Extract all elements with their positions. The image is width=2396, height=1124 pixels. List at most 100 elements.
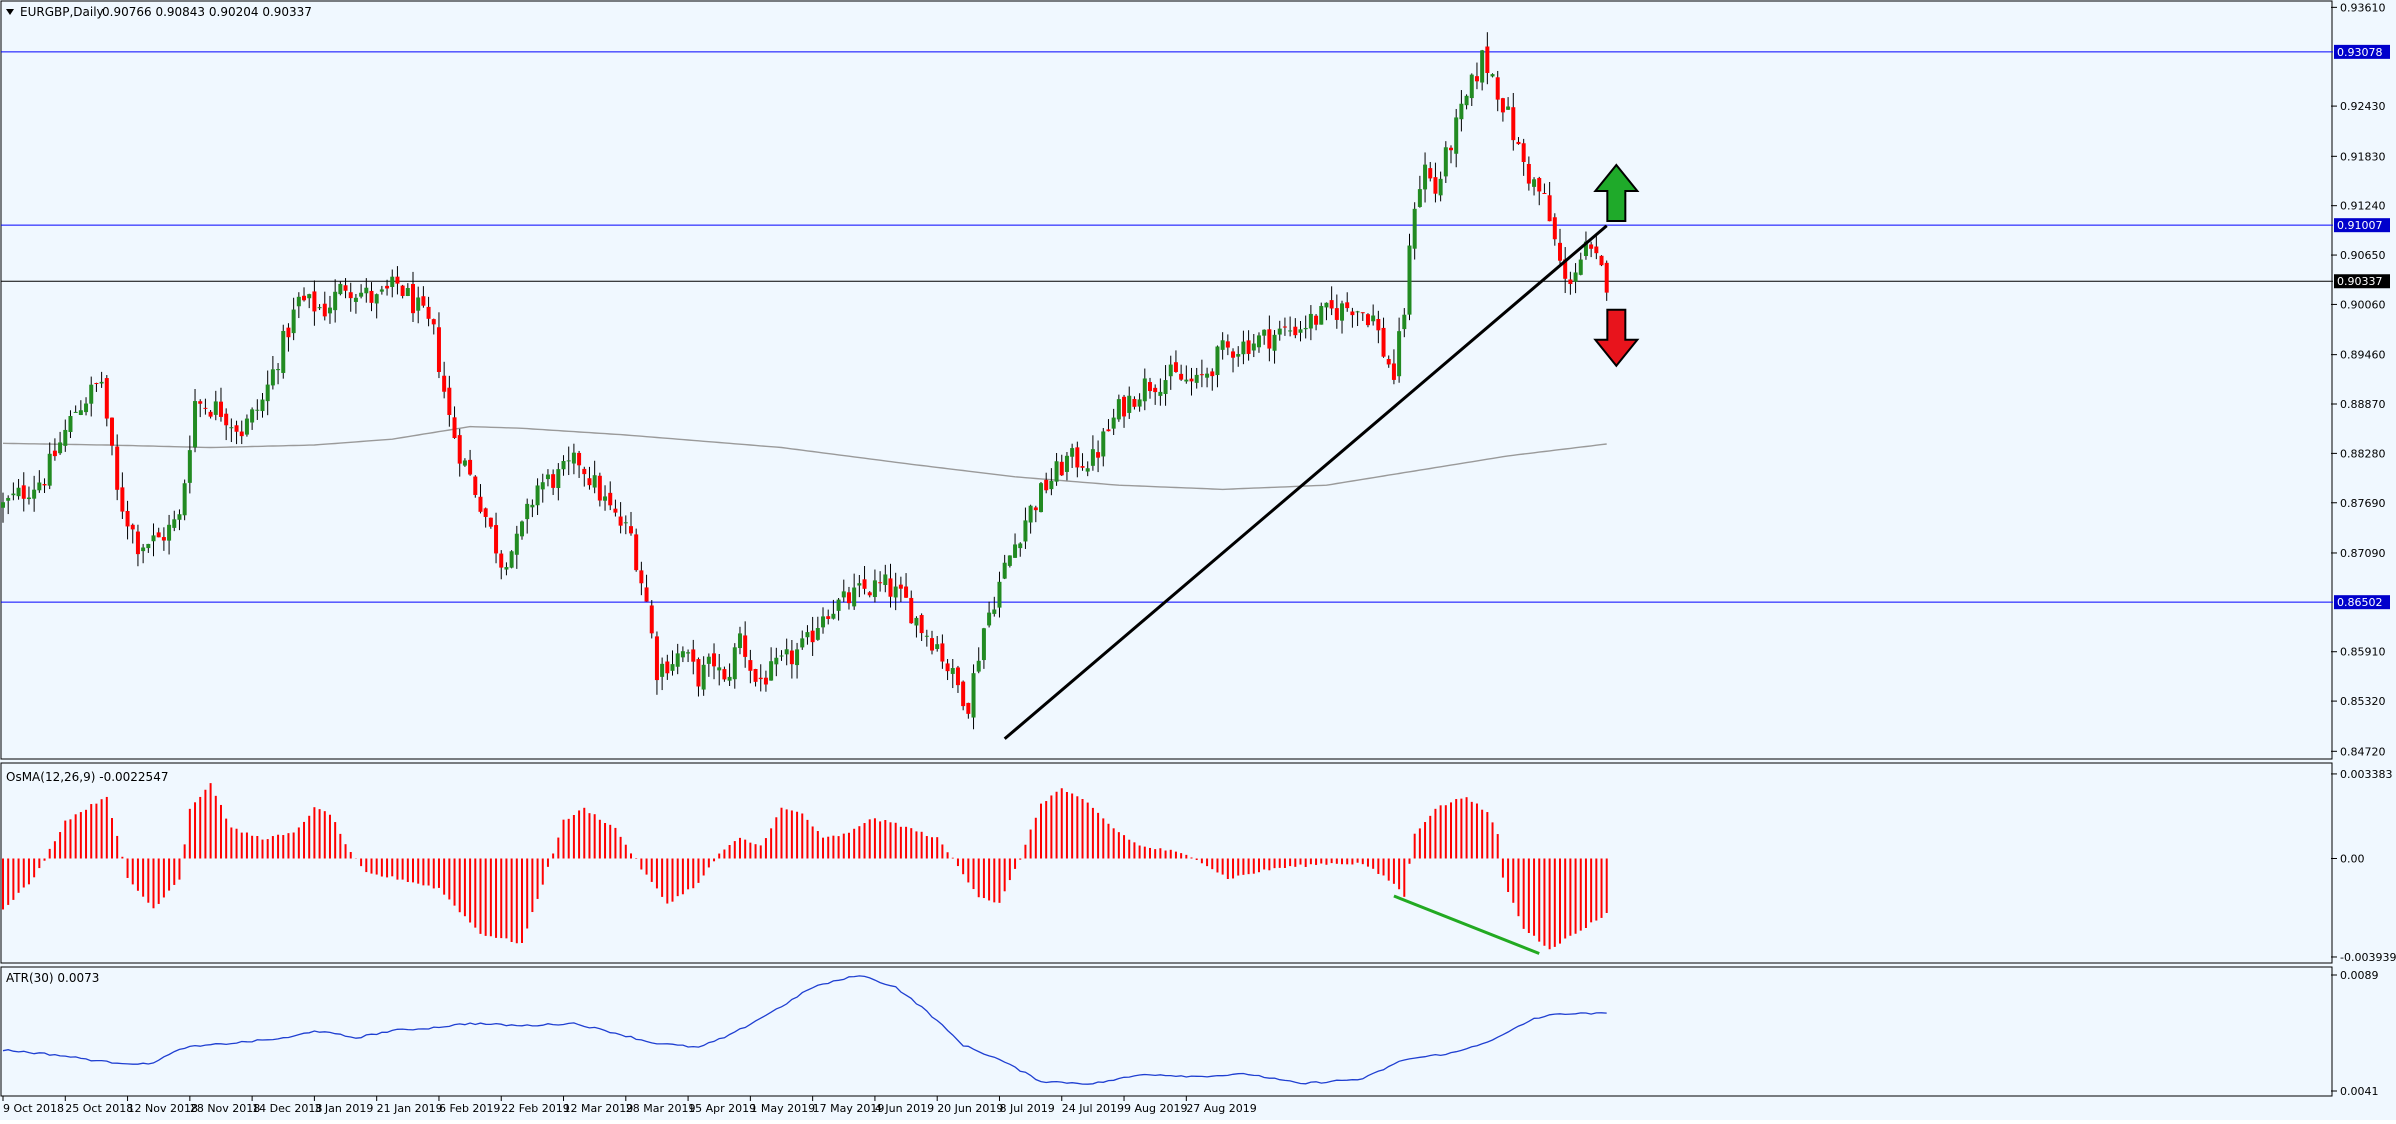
candle	[1558, 228, 1562, 265]
candle	[1267, 315, 1272, 362]
candle	[400, 284, 405, 299]
candle	[431, 318, 436, 335]
candle-body	[961, 681, 966, 707]
candle	[836, 597, 841, 621]
candles	[1, 32, 1609, 730]
candle-body	[592, 475, 597, 488]
candle-body	[281, 330, 286, 373]
candle-body	[1340, 303, 1345, 321]
candle-body	[857, 583, 862, 586]
candle-body	[514, 533, 519, 555]
candle	[1205, 367, 1210, 388]
candle-body	[1288, 330, 1293, 332]
candle-body	[634, 534, 639, 571]
candle	[904, 573, 909, 598]
candle-body	[21, 485, 26, 499]
candle-body	[530, 504, 535, 508]
osma-tick-label: -0.003939	[2340, 951, 2396, 964]
candle-body	[1589, 244, 1594, 249]
candle-body	[1391, 363, 1396, 380]
candle	[966, 702, 971, 719]
time-tick-label: 9 Aug 2019	[1124, 1102, 1187, 1115]
candle-body	[1428, 168, 1433, 179]
candle	[1474, 62, 1479, 90]
candle-body	[1246, 340, 1251, 354]
candle	[286, 323, 291, 352]
candle	[385, 279, 390, 296]
candle	[374, 293, 379, 319]
candle-body	[1179, 373, 1184, 380]
candle-body	[1028, 505, 1033, 523]
candle-body	[1210, 371, 1215, 377]
candle	[1433, 162, 1438, 203]
menu-triangle-icon[interactable]	[6, 9, 14, 15]
candle	[1241, 330, 1246, 365]
candle	[950, 658, 955, 689]
candle-body	[1407, 245, 1412, 315]
candle-body	[930, 638, 935, 651]
candle-body	[421, 296, 426, 306]
candle	[571, 443, 576, 475]
candle-body	[904, 586, 909, 598]
candle	[821, 607, 826, 634]
candle	[1407, 233, 1412, 321]
candle	[800, 630, 805, 650]
osma-tick-label: 0.00	[2340, 853, 2365, 866]
candle-body	[327, 307, 332, 314]
candle	[504, 562, 509, 576]
candle-body	[525, 503, 530, 520]
candle	[743, 621, 748, 668]
candle	[582, 466, 587, 487]
candle	[11, 482, 16, 501]
candle-body	[213, 401, 218, 415]
price-panel[interactable]: EURGBP,Daily 0.90766 0.90843 0.90204 0.9…	[0, 0, 2333, 760]
candle	[623, 515, 628, 535]
atr-axis: 0.0089 0.0041	[2331, 969, 2379, 1098]
candle-body	[644, 587, 649, 602]
candle-body	[1033, 507, 1038, 511]
candle	[914, 616, 919, 638]
candle-body	[1147, 382, 1152, 392]
candle-body	[244, 418, 249, 435]
osma-panel[interactable]: OsMA(12,26,9) -0.0022547	[0, 762, 2333, 964]
candle-body	[1355, 311, 1360, 313]
candle	[1428, 161, 1433, 182]
candle-body	[379, 289, 384, 292]
candle-body	[255, 409, 260, 411]
candle	[665, 654, 670, 680]
candle	[1132, 396, 1137, 410]
candle-body	[63, 429, 68, 446]
candle-body	[1532, 179, 1537, 187]
candle	[634, 528, 639, 572]
candle-body	[743, 635, 748, 657]
atr-panel[interactable]: ATR(30) 0.0073	[0, 966, 2333, 1097]
candle	[753, 668, 758, 687]
candle-body	[1365, 314, 1370, 326]
candle	[1251, 333, 1256, 358]
candle	[250, 407, 255, 430]
candle	[1147, 377, 1152, 399]
candle-body	[187, 450, 192, 483]
candle	[1220, 332, 1225, 360]
candle	[1007, 555, 1012, 568]
candle	[649, 600, 654, 639]
candle-body	[32, 489, 37, 499]
candle-body	[1547, 195, 1552, 222]
candle-body	[774, 657, 779, 665]
candle-body	[265, 384, 270, 402]
candle	[878, 571, 883, 592]
candle	[893, 572, 898, 611]
candle	[1173, 350, 1178, 373]
price-tick-label: 0.89460	[2340, 349, 2386, 362]
candle	[473, 475, 478, 498]
candle	[172, 510, 177, 532]
candle-body	[992, 609, 997, 614]
candle-body	[1469, 74, 1474, 99]
candle-body	[1329, 300, 1334, 309]
candle-body	[322, 303, 327, 317]
candle	[1464, 94, 1469, 110]
candle-body	[1402, 314, 1407, 330]
